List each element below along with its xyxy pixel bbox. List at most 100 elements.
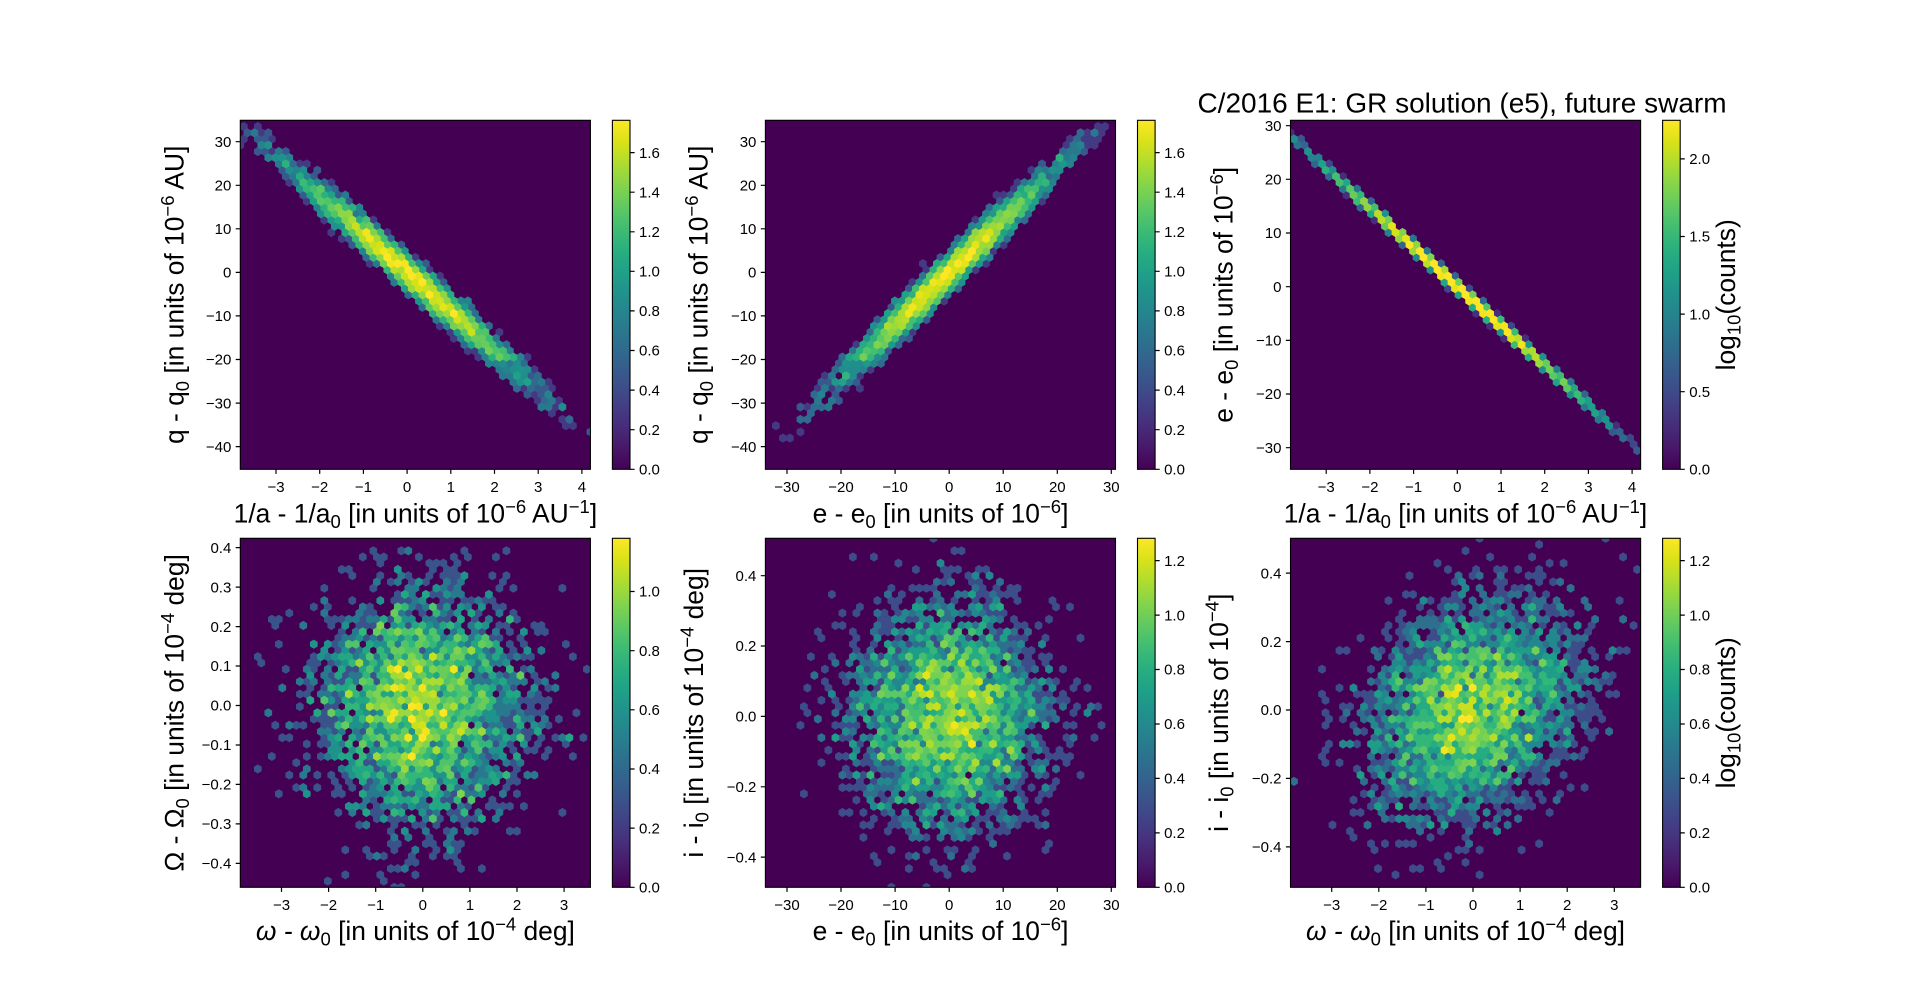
svg-text:e - e0 [in units of 10−6]: e - e0 [in units of 10−6] <box>813 496 1069 532</box>
svg-text:10: 10 <box>1265 225 1282 242</box>
svg-text:1.4: 1.4 <box>1164 184 1185 201</box>
svg-text:e - e0 [in units of 10−6]: e - e0 [in units of 10−6] <box>813 914 1069 950</box>
svg-text:i - i0 [in units of 10−4]: i - i0 [in units of 10−4] <box>1202 594 1238 832</box>
svg-text:−20: −20 <box>1256 386 1281 403</box>
svg-text:q - q0 [in units of 10−6 AU]: q - q0 [in units of 10−6 AU] <box>681 146 717 444</box>
svg-text:−10: −10 <box>731 308 756 325</box>
svg-text:0: 0 <box>945 479 953 496</box>
svg-text:1.2: 1.2 <box>1164 553 1185 570</box>
svg-text:1.2: 1.2 <box>1689 553 1710 570</box>
svg-text:1: 1 <box>1516 897 1524 914</box>
svg-text:0.8: 0.8 <box>1164 303 1185 320</box>
svg-text:C/2016 E1: GR solution (e5), f: C/2016 E1: GR solution (e5), future swar… <box>1197 88 1726 119</box>
svg-text:10: 10 <box>215 221 232 238</box>
svg-text:0: 0 <box>223 265 231 282</box>
svg-text:−30: −30 <box>774 479 799 496</box>
svg-text:−30: −30 <box>774 897 799 914</box>
svg-text:0.4: 0.4 <box>210 540 231 557</box>
svg-text:0.2: 0.2 <box>1164 825 1185 842</box>
svg-text:−10: −10 <box>882 897 907 914</box>
svg-text:0.2: 0.2 <box>1689 825 1710 842</box>
svg-text:1.0: 1.0 <box>639 264 660 281</box>
svg-text:4: 4 <box>1628 479 1636 496</box>
svg-text:−0.2: −0.2 <box>727 779 757 796</box>
svg-text:0: 0 <box>403 479 411 496</box>
svg-text:−20: −20 <box>828 897 853 914</box>
svg-text:0.0: 0.0 <box>1261 702 1282 719</box>
svg-text:0.0: 0.0 <box>1164 880 1185 897</box>
svg-text:−1: −1 <box>355 479 372 496</box>
svg-text:0.8: 0.8 <box>1164 662 1185 679</box>
svg-text:0.0: 0.0 <box>1689 880 1710 897</box>
svg-text:20: 20 <box>740 178 757 195</box>
svg-text:3: 3 <box>534 479 542 496</box>
svg-text:0.1: 0.1 <box>210 658 231 675</box>
svg-text:−2: −2 <box>1370 897 1387 914</box>
svg-text:3: 3 <box>1584 479 1592 496</box>
svg-text:0.3: 0.3 <box>210 579 231 596</box>
svg-text:0.2: 0.2 <box>639 820 660 837</box>
svg-text:30: 30 <box>215 134 232 151</box>
svg-text:Ω - Ω0 [in units of 10−4 deg]: Ω - Ω0 [in units of 10−4 deg] <box>157 554 193 871</box>
svg-text:0.2: 0.2 <box>1164 422 1185 439</box>
svg-text:−3: −3 <box>267 479 284 496</box>
svg-text:1/a - 1/a0 [in units of 10−6 A: 1/a - 1/a0 [in units of 10−6 AU−1] <box>234 496 598 532</box>
svg-text:−0.4: −0.4 <box>1252 839 1282 856</box>
svg-text:0.5: 0.5 <box>1689 384 1710 401</box>
svg-text:20: 20 <box>1265 172 1282 189</box>
svg-text:0.6: 0.6 <box>1164 343 1185 360</box>
svg-text:1.0: 1.0 <box>1164 264 1185 281</box>
svg-text:2: 2 <box>1563 897 1571 914</box>
svg-text:−3: −3 <box>1323 897 1340 914</box>
svg-text:ω - ω0 [in units of 10−4 deg]: ω - ω0 [in units of 10−4 deg] <box>1306 914 1625 950</box>
svg-text:log10(counts): log10(counts) <box>1711 637 1745 788</box>
svg-text:1.0: 1.0 <box>639 584 660 601</box>
svg-text:30: 30 <box>1265 118 1282 135</box>
svg-text:20: 20 <box>215 178 232 195</box>
svg-text:−20: −20 <box>828 479 853 496</box>
svg-text:−30: −30 <box>1256 440 1281 457</box>
svg-text:1.2: 1.2 <box>639 224 660 241</box>
svg-text:0: 0 <box>1469 897 1477 914</box>
svg-text:−2: −2 <box>311 479 328 496</box>
svg-text:−3: −3 <box>273 897 290 914</box>
svg-text:−30: −30 <box>731 395 756 412</box>
svg-text:0.2: 0.2 <box>210 619 231 636</box>
svg-text:1: 1 <box>447 479 455 496</box>
svg-text:−40: −40 <box>731 439 756 456</box>
svg-text:−0.2: −0.2 <box>202 777 232 794</box>
svg-text:0.4: 0.4 <box>639 761 660 778</box>
svg-text:0.0: 0.0 <box>210 698 231 715</box>
svg-text:0.0: 0.0 <box>1689 462 1710 479</box>
svg-text:3: 3 <box>1610 897 1618 914</box>
svg-text:0: 0 <box>748 265 756 282</box>
svg-text:0.6: 0.6 <box>1689 716 1710 733</box>
svg-text:0.2: 0.2 <box>1261 634 1282 651</box>
svg-text:−1: −1 <box>1417 897 1434 914</box>
svg-text:0.2: 0.2 <box>736 638 757 655</box>
svg-text:1.2: 1.2 <box>1164 224 1185 241</box>
svg-text:1/a - 1/a0 [in units of 10−6 A: 1/a - 1/a0 [in units of 10−6 AU−1] <box>1284 496 1648 532</box>
svg-text:30: 30 <box>1103 897 1120 914</box>
svg-text:0: 0 <box>945 897 953 914</box>
svg-text:−10: −10 <box>206 308 231 325</box>
svg-text:2: 2 <box>513 897 521 914</box>
svg-text:30: 30 <box>740 134 757 151</box>
svg-text:−0.1: −0.1 <box>202 737 232 754</box>
svg-text:0.4: 0.4 <box>639 382 660 399</box>
svg-text:10: 10 <box>740 221 757 238</box>
svg-text:0.4: 0.4 <box>1689 771 1710 788</box>
svg-text:log10(counts): log10(counts) <box>1711 219 1745 370</box>
svg-text:0: 0 <box>1273 279 1281 296</box>
svg-text:0: 0 <box>1453 479 1461 496</box>
svg-text:−20: −20 <box>206 352 231 369</box>
svg-text:−10: −10 <box>1256 333 1281 350</box>
svg-text:1.6: 1.6 <box>1164 145 1185 162</box>
svg-text:0.8: 0.8 <box>1689 662 1710 679</box>
svg-text:1: 1 <box>466 897 474 914</box>
svg-text:−1: −1 <box>1405 479 1422 496</box>
svg-text:10: 10 <box>995 897 1012 914</box>
svg-text:ω - ω0 [in units of 10−4 deg]: ω - ω0 [in units of 10−4 deg] <box>256 914 575 950</box>
svg-text:3: 3 <box>560 897 568 914</box>
svg-text:20: 20 <box>1049 897 1066 914</box>
